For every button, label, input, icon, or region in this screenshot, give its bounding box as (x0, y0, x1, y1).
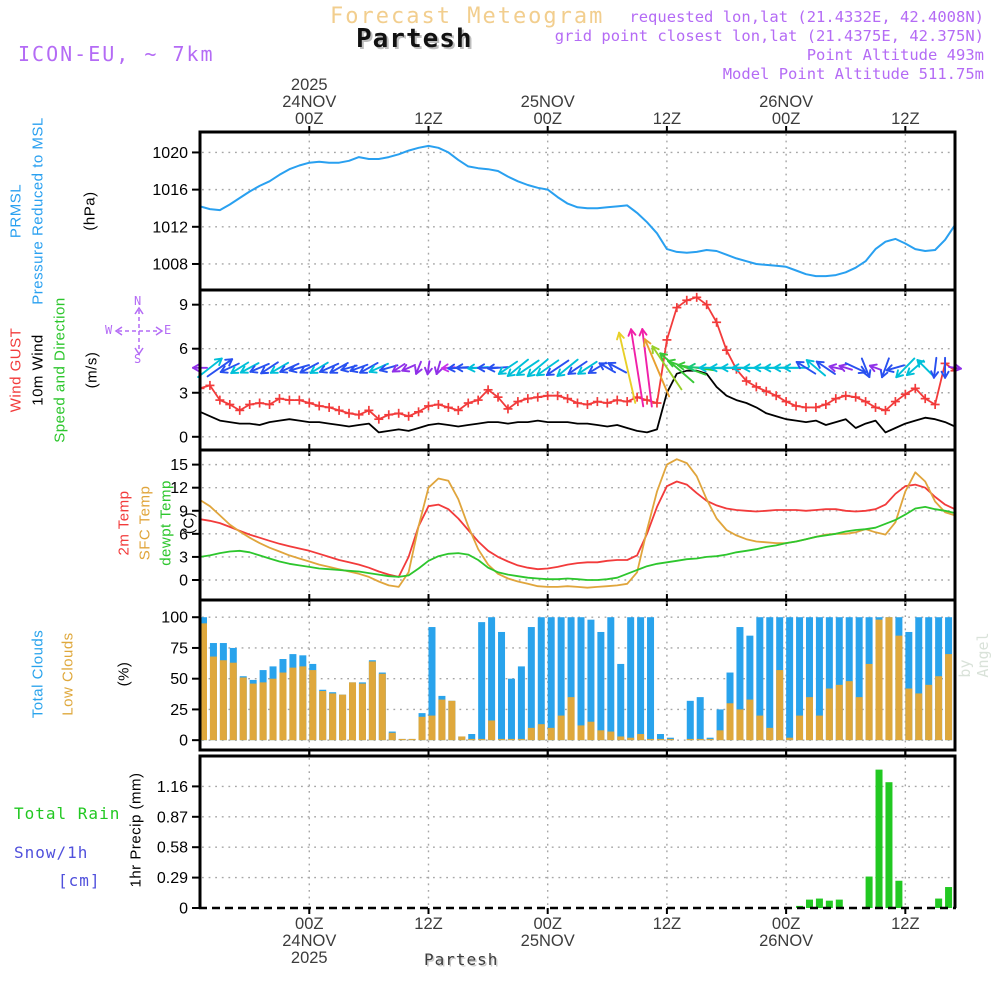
pressure-y-axis: 1008 1012 1016 1020 (152, 145, 200, 273)
temp-time-ticks (308, 444, 907, 606)
svg-text:75: 75 (170, 640, 188, 657)
model-name-label: ICON-EU, ~ 7km (18, 42, 215, 66)
svg-text:2025: 2025 (291, 949, 328, 967)
svg-text:12Z: 12Z (653, 110, 681, 128)
compass-icon: N S W E (105, 294, 172, 366)
clouds-y-axis: 0 25 50 75 100 (161, 610, 200, 750)
wind-y-axis: 0 3 6 9 (179, 297, 200, 446)
snow-label: Snow/1h (14, 843, 89, 862)
low-clouds-bars (200, 617, 953, 741)
pressure-border (198, 130, 957, 292)
temp-dewpoint-line (200, 505, 955, 581)
watermark-credit: by Angel (956, 632, 992, 678)
svg-text:1016: 1016 (152, 182, 188, 199)
panel-clouds: 0 25 50 75 100 (161, 594, 957, 756)
svg-text:0: 0 (179, 573, 188, 590)
snow-unit-label: [cm] (58, 871, 101, 890)
temp-border (198, 448, 957, 602)
temp-2m-line (200, 480, 955, 578)
svg-text:3: 3 (179, 385, 188, 402)
svg-text:26NOV: 26NOV (759, 932, 813, 950)
panel-pressure: 1008 1012 1016 1020 (152, 126, 957, 296)
svg-text:0: 0 (179, 901, 188, 918)
svg-text:24NOV: 24NOV (282, 932, 336, 950)
svg-text:12Z: 12Z (891, 915, 919, 933)
svg-text:6: 6 (179, 526, 188, 543)
svg-text:00Z: 00Z (772, 915, 800, 933)
svg-text:12Z: 12Z (414, 915, 442, 933)
precip-grid (202, 758, 953, 906)
panel-precip: 0 0.29 0.58 0.87 1.16 (157, 750, 957, 918)
svg-text:0.29: 0.29 (157, 870, 188, 887)
svg-text:3: 3 (179, 549, 188, 566)
compass-east-label: E (164, 323, 172, 337)
total-rain-label: Total Rain (14, 804, 121, 823)
svg-text:12Z: 12Z (414, 110, 442, 128)
svg-text:0: 0 (179, 733, 188, 750)
panel-temp: 0 3 6 9 12 15 (170, 444, 957, 606)
svg-text:100: 100 (161, 610, 188, 627)
svg-text:6: 6 (179, 341, 188, 358)
panel-wind: 0 3 6 9 (179, 284, 962, 456)
svg-text:00Z: 00Z (533, 915, 561, 933)
svg-text:00Z: 00Z (533, 110, 561, 128)
svg-text:50: 50 (170, 671, 188, 688)
svg-text:15: 15 (170, 457, 188, 474)
page-title: Forecast Meteogram (330, 4, 605, 29)
temp-y-axis: 0 3 6 9 12 15 (170, 457, 200, 590)
svg-text:1020: 1020 (152, 145, 188, 162)
grid-point-coords-label: grid point closest lon,lat (21.4375E, 42… (554, 27, 984, 45)
point-altitude-label: Point Altitude 493m (806, 46, 984, 64)
svg-text:24NOV: 24NOV (282, 93, 336, 111)
svg-text:2025: 2025 (291, 76, 328, 94)
svg-text:25NOV: 25NOV (521, 932, 575, 950)
svg-text:1.16: 1.16 (157, 779, 188, 796)
requested-coords-label: requested lon,lat (21.4332E, 42.4008N) (629, 8, 984, 26)
precip-time-ticks (308, 750, 907, 914)
pressure-line (200, 144, 955, 278)
svg-text:00Z: 00Z (295, 110, 323, 128)
model-altitude-label: Model Point Altitude 511.75m (722, 65, 984, 83)
svg-text:9: 9 (179, 503, 188, 520)
wind-gust-line (200, 292, 955, 424)
precip-y-axis: 0 0.29 0.58 0.87 1.16 (157, 779, 200, 918)
svg-text:00Z: 00Z (295, 915, 323, 933)
clouds-border (198, 598, 957, 752)
svg-text:26NOV: 26NOV (759, 93, 813, 111)
svg-text:12Z: 12Z (653, 915, 681, 933)
svg-text:0.87: 0.87 (157, 809, 188, 826)
pressure-time-ticks (308, 126, 907, 296)
footer-station-label: Partesh (424, 950, 499, 969)
compass-cross-icon (114, 306, 164, 356)
compass-west-label: W (105, 323, 113, 337)
wind-speed-line (200, 369, 955, 434)
svg-text:25: 25 (170, 702, 188, 719)
compass-south-label: S (134, 352, 142, 366)
svg-text:12: 12 (170, 480, 188, 497)
svg-text:00Z: 00Z (772, 110, 800, 128)
svg-text:9: 9 (179, 297, 188, 314)
svg-text:0: 0 (179, 429, 188, 446)
precip-border (198, 754, 957, 910)
compass-north-label: N (134, 294, 142, 308)
pressure-grid (202, 134, 953, 288)
svg-text:1008: 1008 (152, 256, 188, 273)
temp-grid (202, 452, 953, 598)
station-title: Partesh (356, 24, 473, 54)
svg-text:25NOV: 25NOV (521, 93, 575, 111)
rain-bars (796, 769, 953, 908)
svg-text:12Z: 12Z (891, 110, 919, 128)
svg-text:1012: 1012 (152, 219, 188, 236)
svg-text:0.58: 0.58 (157, 840, 188, 857)
wind-direction-arrows (192, 328, 962, 408)
